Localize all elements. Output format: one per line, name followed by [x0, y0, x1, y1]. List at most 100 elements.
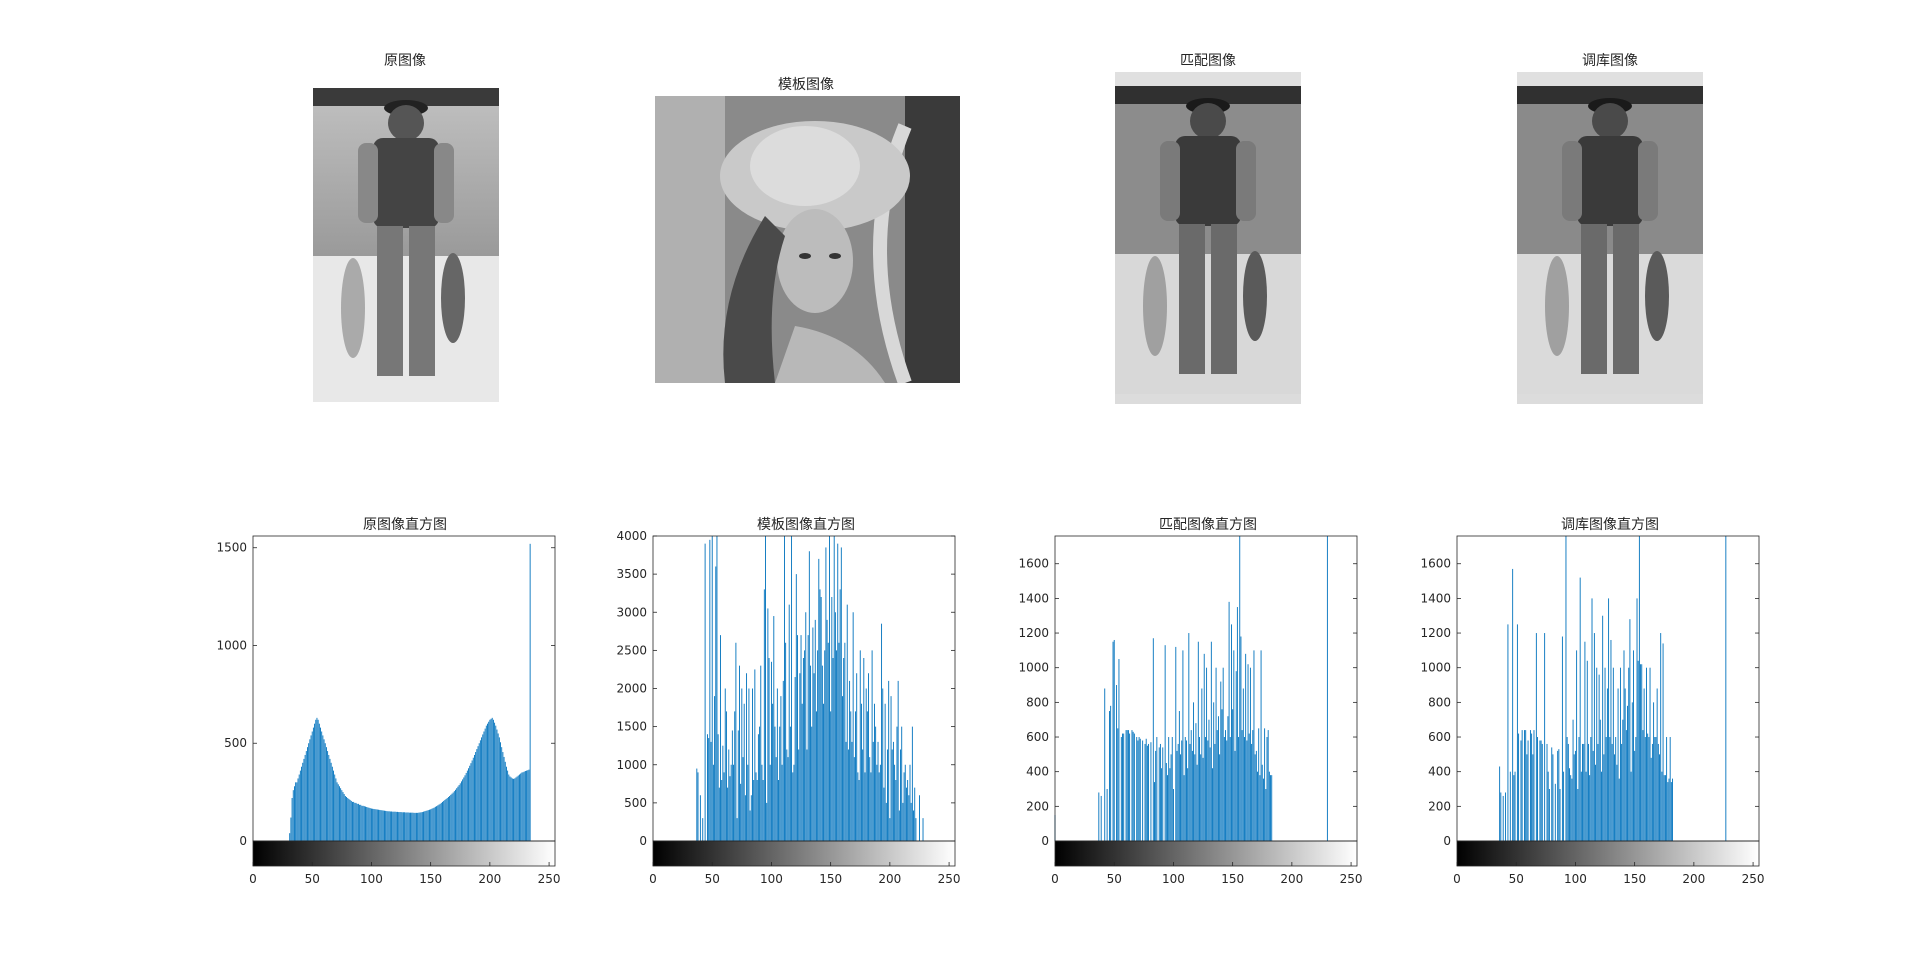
histogram-bar — [711, 536, 713, 841]
histogram-bar — [446, 797, 448, 841]
histogram-bar — [1187, 768, 1189, 841]
histogram-bar — [1509, 771, 1511, 841]
histogram-bar — [1137, 740, 1139, 841]
histogram-bar — [1563, 771, 1565, 841]
histogram-bar — [1637, 660, 1639, 841]
histogram-bar — [399, 812, 401, 841]
matched-image — [1115, 72, 1301, 404]
histogram-bar — [1194, 754, 1196, 841]
histogram-bar — [800, 635, 802, 842]
histogram-bar — [1574, 750, 1576, 841]
histogram-bar — [774, 726, 776, 842]
hist-title-original: 原图像直方图 — [363, 517, 447, 533]
histogram-bar — [1190, 730, 1192, 841]
histogram-bar — [804, 650, 806, 842]
histogram-bar — [470, 763, 472, 841]
histogram-bar — [805, 612, 807, 841]
histogram-bar — [787, 757, 789, 842]
histogram-bar — [735, 642, 737, 841]
histogram-bar — [1226, 740, 1228, 841]
histogram-bar — [1268, 771, 1270, 841]
histogram-bar — [760, 665, 762, 842]
histogram-bar — [513, 778, 514, 841]
histogram-bar — [304, 754, 306, 841]
histogram-bar — [451, 793, 453, 841]
histogram-bar — [440, 802, 442, 842]
histogram-bar — [1505, 792, 1507, 841]
histogram-bars — [1054, 536, 1328, 842]
histogram-bar — [312, 727, 314, 841]
histogram-bar — [415, 812, 417, 841]
histogram-bar — [1580, 771, 1582, 841]
histogram-bar — [1573, 754, 1575, 841]
histogram-bar — [1657, 743, 1659, 841]
y-tick-label: 3000 — [616, 605, 647, 619]
histogram-bar — [501, 747, 503, 841]
histogram-bar — [1601, 771, 1602, 841]
histogram-bar — [1512, 568, 1514, 841]
histogram-bar — [907, 780, 909, 841]
histogram-bar — [901, 726, 903, 842]
histogram-bar — [490, 718, 492, 841]
histogram-bar — [879, 764, 881, 841]
histogram-bar — [290, 817, 292, 841]
histogram-bar — [1148, 743, 1150, 841]
histogram-bar — [1122, 733, 1123, 841]
y-tick-label: 400 — [1026, 765, 1049, 779]
library-image — [1517, 72, 1703, 404]
histogram-bar — [1172, 789, 1174, 841]
histogram-bars — [696, 536, 924, 842]
y-tick-label: 500 — [224, 736, 247, 750]
histogram-bar — [334, 774, 336, 841]
histogram-bar — [743, 703, 745, 841]
histogram-bar — [1251, 743, 1253, 841]
histogram-bar — [1659, 754, 1660, 841]
histogram-bar — [1567, 743, 1569, 841]
histogram-bar — [810, 665, 811, 842]
histogram-bar — [1669, 737, 1671, 841]
histogram-bar — [524, 771, 526, 841]
histogram-bar — [1265, 789, 1267, 841]
histogram-bar — [477, 746, 479, 841]
histogram-bar — [884, 703, 886, 841]
histogram-bar — [1182, 650, 1184, 842]
histogram-bar — [1118, 659, 1120, 841]
histogram-bar — [802, 658, 804, 841]
histogram-bar — [1216, 730, 1218, 841]
x-tick-label: 0 — [649, 872, 657, 886]
histogram-bar — [817, 650, 819, 842]
histogram-bar — [830, 711, 832, 842]
histogram-original: 0 500 1000 1500 0 50 100 150 200 250 — [216, 535, 561, 886]
histogram-bar — [882, 688, 884, 841]
gray-colorbar — [1456, 840, 1760, 867]
histogram-bar — [510, 777, 512, 841]
histogram-bar — [801, 703, 803, 841]
histogram-bar — [911, 726, 913, 842]
histogram-bar — [1209, 747, 1211, 841]
histogram-bar — [1222, 667, 1224, 841]
histogram-bar — [349, 799, 351, 841]
histogram-bar — [1633, 650, 1634, 842]
histogram-bar — [770, 661, 772, 841]
histogram-bar — [1614, 754, 1615, 841]
histogram-bar — [888, 680, 890, 842]
histogram-bar — [1266, 737, 1268, 841]
x-tick-label: 0 — [1453, 872, 1461, 886]
histogram-bar — [463, 777, 465, 841]
histogram-bar — [1623, 650, 1625, 842]
histogram-bar — [1200, 754, 1202, 841]
histogram-bar — [1204, 737, 1206, 841]
histogram-bar — [1617, 688, 1619, 841]
histogram-bar — [741, 688, 743, 841]
histogram-bar — [411, 812, 413, 841]
histogram-bar — [1541, 743, 1543, 841]
histogram-bar — [1500, 792, 1502, 841]
y-tick-label: 1200 — [1018, 626, 1049, 640]
y-tick-label: 1000 — [216, 638, 247, 652]
histogram-bar — [1228, 601, 1230, 841]
histogram-bar — [844, 642, 846, 841]
histogram-bar — [717, 734, 719, 841]
histogram-bar — [348, 798, 350, 841]
histogram-bar — [1612, 667, 1614, 841]
histogram-bar — [1514, 771, 1516, 841]
